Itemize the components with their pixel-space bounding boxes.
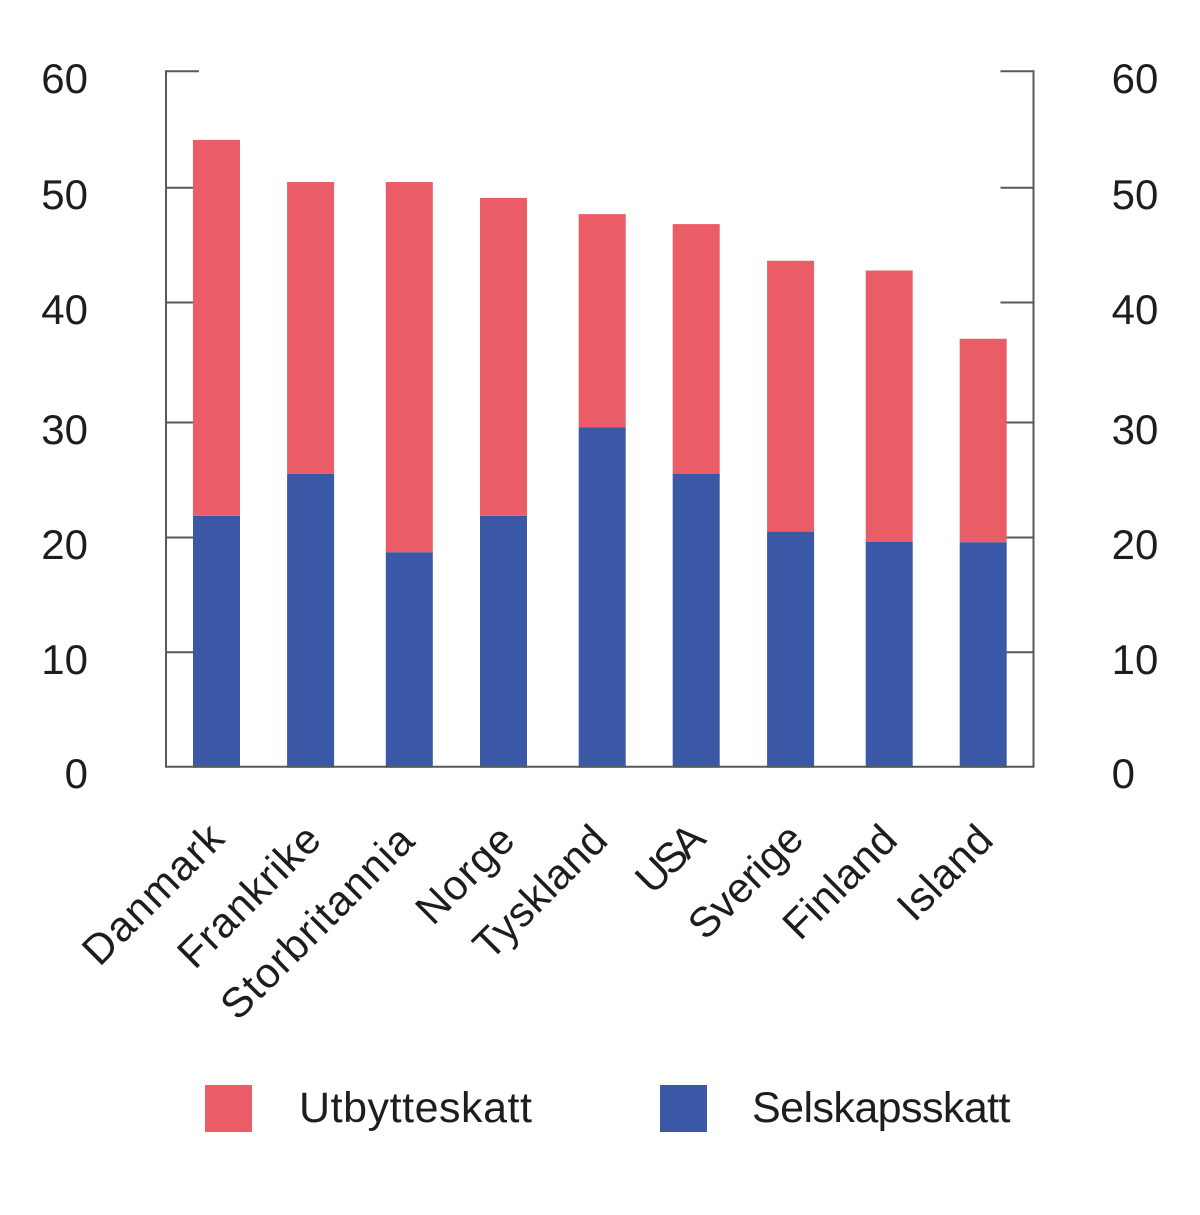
svg-text:50: 50 [41,171,88,218]
svg-text:40: 40 [41,286,88,333]
svg-text:Selskapsskatt: Selskapsskatt [752,1084,1011,1132]
svg-text:0: 0 [1112,750,1135,797]
svg-text:50: 50 [1112,171,1159,218]
svg-text:10: 10 [41,636,88,683]
svg-text:40: 40 [1112,286,1159,333]
svg-text:60: 60 [1112,55,1159,102]
svg-text:20: 20 [1112,521,1159,568]
svg-text:60: 60 [41,55,88,102]
svg-text:30: 30 [41,406,88,453]
svg-text:20: 20 [41,521,88,568]
svg-text:Utbytteskatt: Utbytteskatt [299,1084,532,1132]
svg-text:0: 0 [65,750,88,797]
svg-text:10: 10 [1112,636,1159,683]
svg-text:30: 30 [1112,406,1159,453]
